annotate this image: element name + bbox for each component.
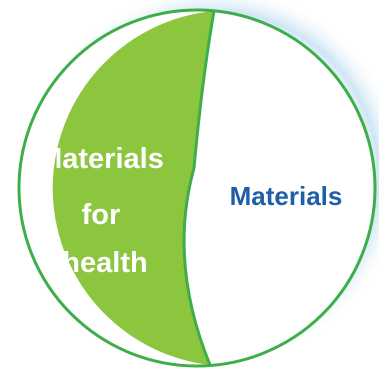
left-label-line-1: Materials (38, 143, 164, 175)
region-divider-line (182, 10, 216, 366)
right-label: Materials (230, 181, 343, 211)
circle-outline (17, 8, 377, 368)
left-label-line-2: for (82, 199, 121, 231)
circle-left-region (52, 11, 215, 365)
left-label: Materials for health (38, 143, 172, 279)
left-label-line-3: health (62, 247, 147, 279)
